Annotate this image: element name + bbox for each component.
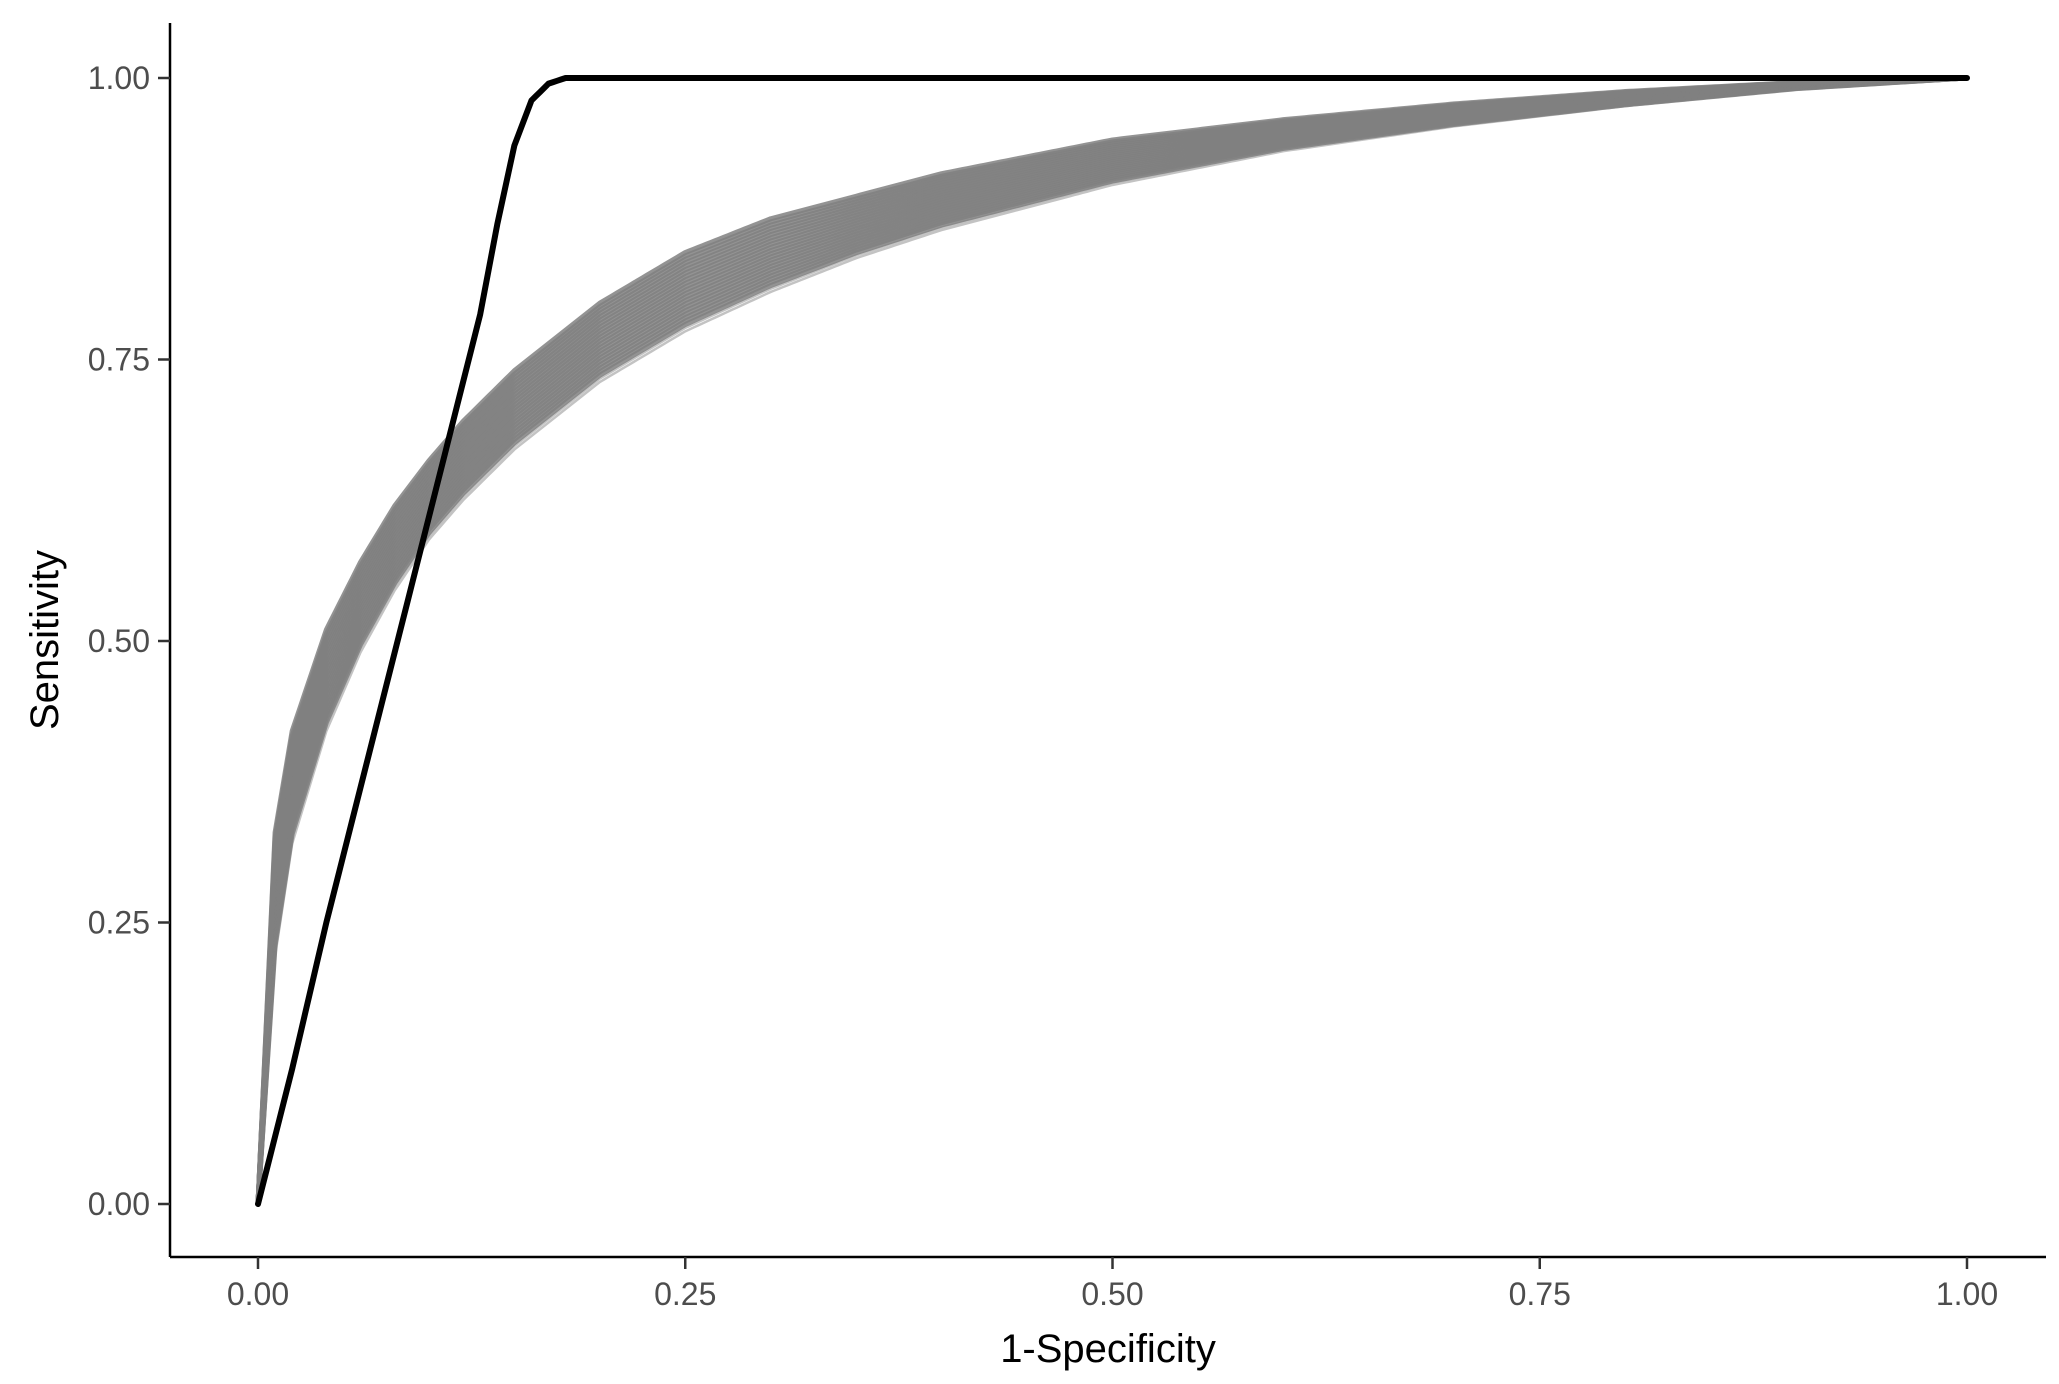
roc-band-curve bbox=[255, 75, 1968, 1205]
roc-band-curve bbox=[255, 75, 1968, 1205]
roc-band-curve bbox=[256, 76, 1968, 1205]
roc-band-curve bbox=[255, 75, 1968, 1205]
roc-band-curve bbox=[255, 75, 1968, 1205]
roc-band-curve bbox=[255, 75, 1968, 1205]
roc-band-curve bbox=[255, 75, 1968, 1205]
roc-band-curve bbox=[255, 75, 1968, 1205]
x-tick-label: 0.50 bbox=[1081, 1276, 1143, 1312]
y-tick-label: 0.00 bbox=[88, 1186, 150, 1222]
roc-band-curve bbox=[255, 75, 1968, 1205]
reference-curve-layer bbox=[255, 75, 1970, 1207]
x-tick-label: 0.25 bbox=[654, 1276, 716, 1312]
roc-band-curve bbox=[255, 75, 1968, 1205]
x-axis-title: 1-Specificity bbox=[1000, 1327, 1216, 1371]
roc-band-curve bbox=[255, 75, 1968, 1205]
roc-band-curve bbox=[255, 75, 1968, 1205]
reference-roc-curve bbox=[255, 75, 1970, 1207]
x-tick-label: 0.75 bbox=[1509, 1276, 1571, 1312]
roc-band-curve bbox=[255, 75, 1968, 1205]
x-tick-label: 0.00 bbox=[227, 1276, 289, 1312]
roc-band-layer bbox=[255, 75, 1968, 1205]
roc-band-curve bbox=[255, 75, 1968, 1205]
y-axis-ticks: 0.00 0.25 0.50 0.75 1.00 bbox=[88, 60, 170, 1222]
roc-band-curve bbox=[256, 76, 1968, 1205]
y-axis-title: Sensitivity bbox=[23, 550, 67, 730]
y-tick-label: 0.25 bbox=[88, 905, 150, 941]
roc-band-curve bbox=[255, 75, 1968, 1205]
x-tick-label: 1.00 bbox=[1936, 1276, 1998, 1312]
y-tick-label: 0.75 bbox=[88, 342, 150, 378]
roc-band-curve bbox=[255, 75, 1968, 1205]
y-tick-label: 0.50 bbox=[88, 623, 150, 659]
roc-band-curve bbox=[255, 75, 1968, 1205]
roc-band-curve bbox=[255, 75, 1968, 1205]
roc-band-curve bbox=[255, 75, 1968, 1205]
roc-band-curve bbox=[255, 75, 1968, 1205]
x-axis-ticks: 0.00 0.25 0.50 0.75 1.00 bbox=[227, 1257, 1998, 1312]
roc-band-curve bbox=[255, 75, 1968, 1205]
roc-band-curve bbox=[255, 75, 1968, 1205]
y-tick-label: 1.00 bbox=[88, 60, 150, 96]
roc-band-curve bbox=[255, 75, 1968, 1205]
